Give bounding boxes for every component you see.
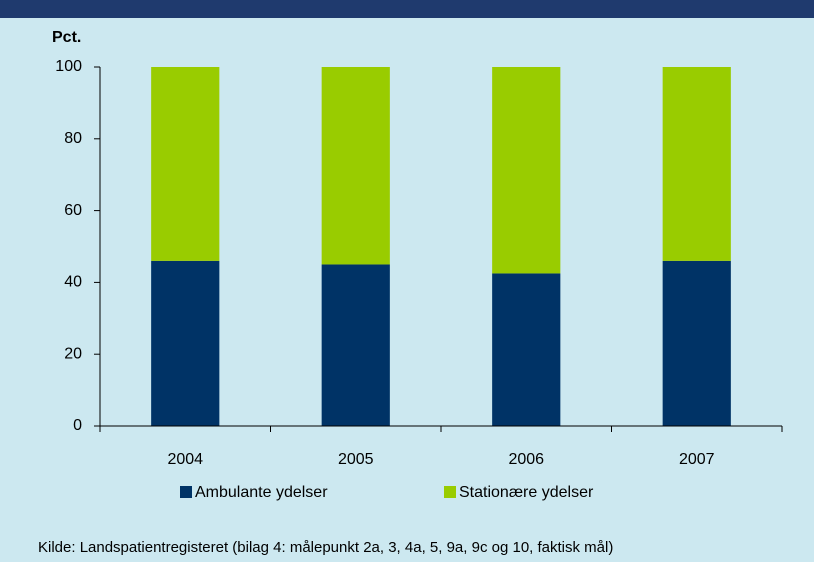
y-tick-label: 20 [64, 345, 82, 362]
y-tick-label: 0 [73, 417, 82, 434]
bar-segment [492, 67, 561, 274]
y-axis-label: Pct. [52, 29, 81, 46]
bar-segment [321, 67, 390, 265]
source-note: Kilde: Landspatientregisteret (bilag 4: … [38, 539, 613, 556]
bar-segment [662, 260, 731, 426]
y-tick-label: 60 [64, 202, 82, 219]
header-band [0, 0, 814, 18]
x-tick-label: 2007 [679, 451, 715, 468]
legend-swatch [180, 486, 192, 498]
y-tick-label: 40 [64, 274, 82, 291]
y-tick-label: 80 [64, 130, 82, 147]
bar-segment [662, 67, 731, 261]
x-tick-label: 2006 [508, 451, 544, 468]
bar-segment [151, 260, 220, 426]
bar-segment [321, 264, 390, 426]
legend-swatch [444, 486, 456, 498]
bar-segment [151, 67, 220, 261]
legend-label: Stationære ydelser [459, 484, 594, 501]
y-tick-label: 100 [55, 58, 82, 75]
x-tick-label: 2005 [338, 451, 374, 468]
legend-label: Ambulante ydelser [195, 484, 328, 501]
x-tick-label: 2004 [167, 451, 203, 468]
bar-segment [492, 273, 561, 426]
